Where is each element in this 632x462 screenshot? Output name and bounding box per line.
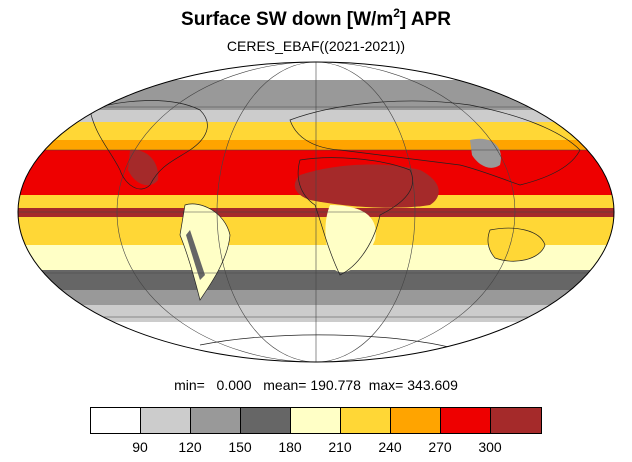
dataset-subtitle: CERES_EBAF((2021-2021)) bbox=[226, 38, 406, 54]
sahara-dark-region bbox=[294, 164, 439, 208]
coastline-eurasia bbox=[289, 100, 581, 186]
coastline-africa bbox=[297, 157, 413, 276]
coastline-australia bbox=[487, 227, 546, 262]
colorbar-ticks: 90 120 150 180 210 240 270 300 bbox=[0, 439, 632, 459]
min-label: min= bbox=[174, 377, 205, 393]
plot-title: Surface SW down [W/m2] APR bbox=[0, 6, 632, 31]
australia-land bbox=[487, 228, 545, 262]
max-label: max= bbox=[368, 377, 404, 393]
colorbar-tick-label: 150 bbox=[228, 439, 252, 455]
globe-outline bbox=[17, 61, 615, 363]
title-suffix: ] APR bbox=[399, 9, 451, 30]
max-value: 343.609 bbox=[407, 377, 458, 393]
colorbar-box bbox=[391, 408, 441, 433]
mean-value: 190.778 bbox=[310, 377, 361, 393]
title-text: Surface SW down [W/m bbox=[181, 9, 394, 30]
mexico-dark-region bbox=[128, 149, 159, 186]
mean-label: mean= bbox=[263, 377, 307, 393]
andes-grey bbox=[186, 230, 205, 280]
colorbar-box bbox=[91, 408, 141, 433]
colorbar-tick-label: 120 bbox=[178, 439, 202, 455]
colorbar-tick-label: 300 bbox=[478, 439, 502, 455]
colorbar-box bbox=[141, 408, 191, 433]
colorbar-tick-label: 240 bbox=[378, 439, 402, 455]
tibet-grey-region bbox=[470, 138, 501, 168]
colorbar-box bbox=[191, 408, 241, 433]
colorbar-tick-label: 90 bbox=[132, 439, 148, 455]
statistics-line: min= 0.000 mean= 190.778 max= 343.609 bbox=[0, 377, 632, 393]
africa-south-land bbox=[325, 205, 376, 273]
colorbar-box bbox=[491, 408, 541, 433]
min-value: 0.000 bbox=[216, 377, 252, 393]
colorbar-box bbox=[341, 408, 391, 433]
colorbar-tick-label: 210 bbox=[328, 439, 352, 455]
colorbar-tick-label: 270 bbox=[428, 439, 452, 455]
gridline-meridian-120 bbox=[116, 62, 516, 362]
coastline-south-america bbox=[179, 203, 231, 301]
colorbar-tick-label: 180 bbox=[278, 439, 302, 455]
colorbar-box bbox=[241, 408, 291, 433]
title-superscript: 2 bbox=[393, 6, 400, 20]
coastline-north-america bbox=[89, 100, 208, 190]
colorbar-box bbox=[291, 408, 341, 433]
colorbar bbox=[90, 407, 542, 434]
colorbar-box bbox=[441, 408, 491, 433]
gridline-meridian-60 bbox=[216, 62, 416, 362]
map-gridlines bbox=[18, 62, 614, 362]
